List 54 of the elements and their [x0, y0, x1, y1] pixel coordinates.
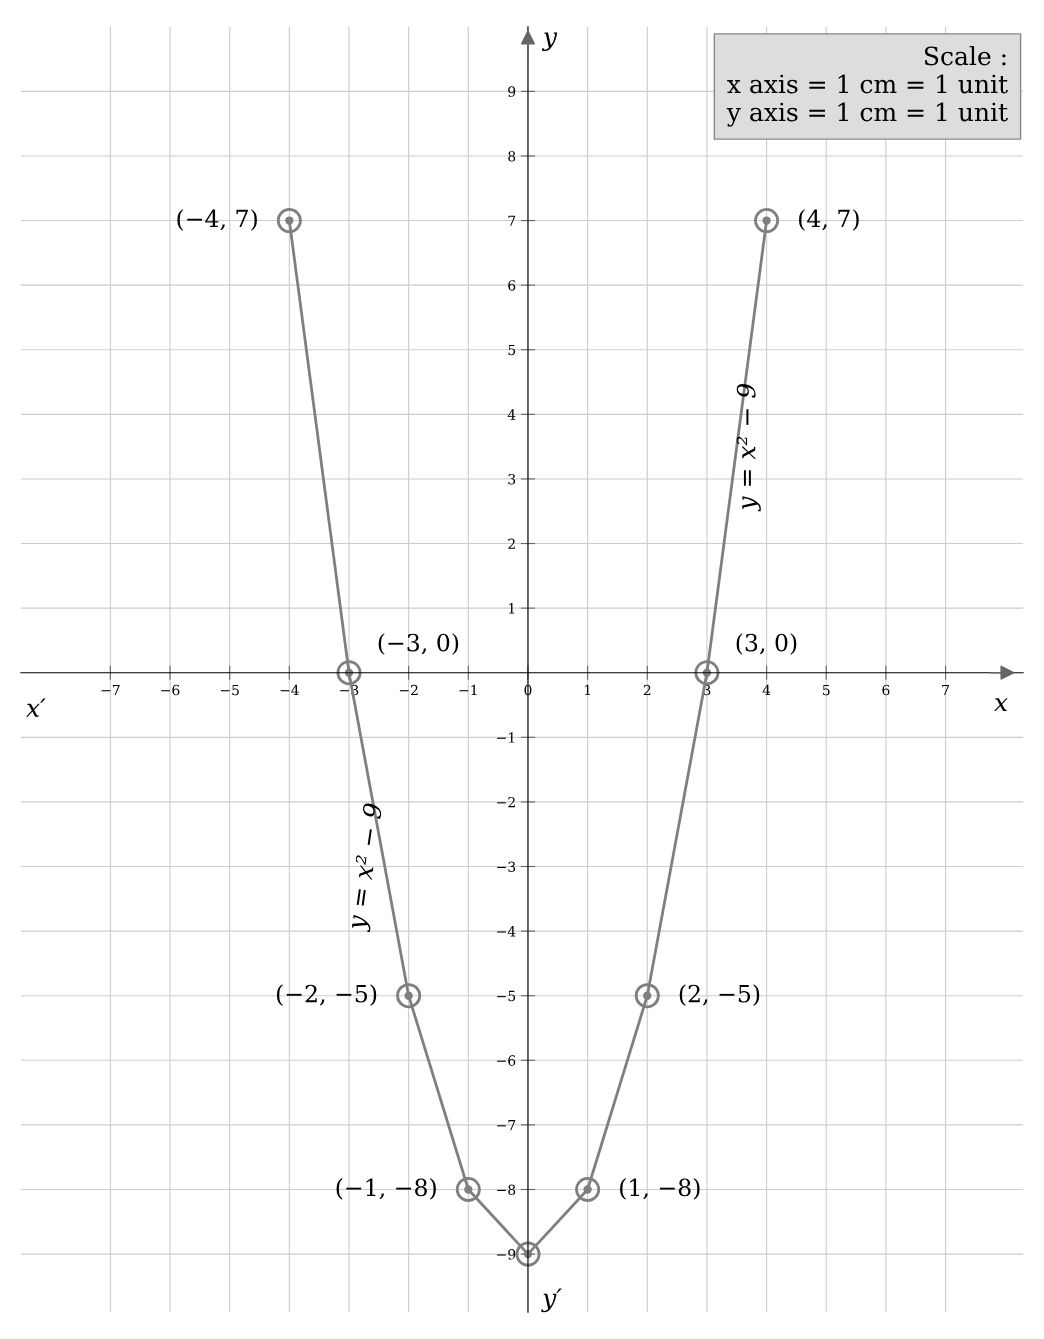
x-tick-label: 4 [762, 684, 771, 696]
y-tick-label: −6 [497, 1055, 516, 1066]
y-tick-label: 8 [508, 150, 516, 162]
point [575, 1176, 601, 1202]
y-tick-label: 6 [508, 280, 516, 291]
y-tick-label: −9 [497, 1249, 516, 1260]
annotation: y = x² − 9 [345, 802, 388, 933]
y-tick-label: 9 [508, 86, 516, 97]
point [694, 660, 720, 686]
point [455, 1176, 481, 1202]
x-tick-label: 6 [882, 684, 890, 696]
x-tick-label: −7 [101, 684, 120, 696]
annotation: (−2, −5) [276, 984, 377, 1006]
annotation: y = x² − 9 [736, 383, 761, 512]
annotation: Scale : x axis = 1 cm = 1 unit y axis = 1 cm = 1 unit [726, 46, 1008, 127]
annotation: (−3, 0) [378, 633, 459, 655]
y-tick-label: −3 [497, 861, 516, 872]
x-tick-label: −5 [220, 684, 239, 696]
annotation: (2, −5) [679, 984, 760, 1006]
y-tick-label: −5 [497, 990, 516, 1002]
y-tick-label: 4 [507, 409, 516, 420]
y-axis-title: y [541, 32, 558, 51]
annotation: (−1, −8) [336, 1178, 436, 1200]
annotation: (1, −8) [620, 1178, 700, 1200]
y-tick-label: −8 [497, 1184, 516, 1195]
x-tick-label: 2 [643, 684, 651, 696]
point [634, 983, 660, 1009]
annotation: (−4, 7) [177, 209, 257, 231]
y-tick-label: 7 [508, 215, 516, 226]
annotation: (4, 7) [799, 209, 859, 231]
point [336, 660, 362, 686]
x-tick-label: 5 [823, 684, 830, 696]
y-tick-label: 5 [508, 344, 516, 356]
x-tick-label: −1 [459, 684, 477, 696]
x-tick-label: −6 [161, 684, 180, 696]
y-tick-label: −7 [497, 1120, 516, 1131]
x-tick-label: −2 [399, 684, 418, 696]
annotation: x′ [26, 698, 46, 717]
y-tick-label: −1 [497, 732, 515, 743]
point [754, 208, 780, 234]
x-tick-label: 1 [584, 684, 591, 696]
y-tick-label: 1 [509, 603, 515, 614]
point [515, 1241, 541, 1267]
y-tick-label: −2 [497, 796, 515, 808]
y-tick-label: 3 [508, 473, 516, 485]
y-tick-label: −4 [497, 926, 516, 937]
x-tick-label: −4 [280, 684, 299, 696]
annotation: (3, 0) [736, 633, 797, 655]
point [396, 983, 422, 1009]
annotation: y′ [541, 1288, 562, 1313]
x-tick-label: 7 [942, 684, 949, 696]
point [276, 208, 302, 234]
x-axis-title: x [994, 698, 1008, 712]
y-tick-label: 2 [508, 538, 515, 549]
